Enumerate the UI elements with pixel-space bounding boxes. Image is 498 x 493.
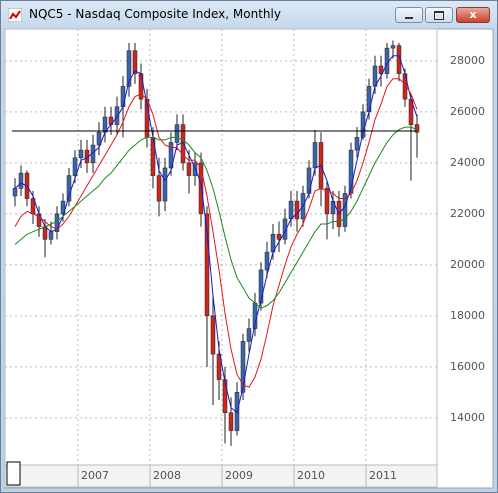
- candle-body: [276, 234, 282, 240]
- candle-body: [180, 124, 186, 164]
- candle-body: [204, 213, 210, 317]
- candle-body: [396, 45, 402, 74]
- x-tick-label: 2008: [153, 469, 181, 482]
- candle-body: [264, 251, 270, 271]
- candle-body: [174, 124, 180, 143]
- candle-body: [156, 175, 162, 202]
- plot-area: [4, 28, 438, 466]
- maximize-button[interactable]: [425, 7, 453, 23]
- y-tick-label: 24000: [450, 156, 485, 169]
- corner-box[interactable]: [6, 461, 21, 486]
- candle-body: [288, 200, 294, 220]
- candle-body: [120, 86, 126, 108]
- candle-body: [258, 269, 264, 304]
- candle-body: [168, 142, 174, 169]
- x-axis-strip: [4, 464, 438, 488]
- x-tick-label: 2010: [297, 469, 325, 482]
- close-button[interactable]: x: [456, 7, 490, 23]
- candle-body: [42, 226, 48, 240]
- candle-body: [216, 353, 222, 380]
- candle-body: [132, 50, 138, 74]
- candle-body: [66, 175, 72, 202]
- candle-body: [96, 132, 102, 146]
- candle-body: [342, 193, 348, 227]
- y-tick-label: 16000: [450, 360, 485, 373]
- candle-body: [210, 315, 216, 355]
- candle-body: [48, 231, 54, 240]
- app-icon: [8, 8, 22, 22]
- candle-body: [126, 50, 132, 87]
- candle-body: [354, 137, 360, 151]
- candle-body: [246, 328, 252, 342]
- candle-body: [78, 149, 84, 159]
- candle-body: [162, 167, 168, 202]
- x-tick-label: 2011: [369, 469, 397, 482]
- moving-average-line: [14, 126, 418, 309]
- candle-body: [72, 157, 78, 176]
- candle-body: [312, 142, 318, 169]
- candle-body: [198, 162, 204, 215]
- moving-average-line: [14, 55, 418, 414]
- x-tick-label: 2007: [81, 469, 109, 482]
- window-title: NQC5 - Nasdaq Composite Index, Monthly: [29, 7, 281, 21]
- y-tick-label: 18000: [450, 309, 485, 322]
- candle-body: [18, 172, 24, 189]
- candle-body: [114, 106, 120, 125]
- candle-body: [390, 45, 396, 49]
- candle-body: [282, 218, 288, 240]
- candle-body: [324, 188, 330, 215]
- candle-body: [12, 188, 18, 197]
- candle-body: [294, 200, 300, 220]
- candle-body: [60, 200, 66, 215]
- minimize-button[interactable]: [395, 7, 423, 23]
- x-tick-label: 2009: [225, 469, 253, 482]
- y-tick-label: 14000: [450, 411, 485, 424]
- candle-body: [378, 65, 384, 74]
- candle-body: [222, 379, 228, 413]
- y-tick-label: 20000: [450, 258, 485, 271]
- y-tick-label: 26000: [450, 105, 485, 118]
- y-tick-label: 22000: [450, 207, 485, 220]
- candle-body: [240, 341, 246, 393]
- moving-average-line: [14, 78, 418, 388]
- candle-body: [186, 162, 192, 176]
- candle-body: [228, 412, 234, 431]
- y-tick-label: 28000: [450, 54, 485, 67]
